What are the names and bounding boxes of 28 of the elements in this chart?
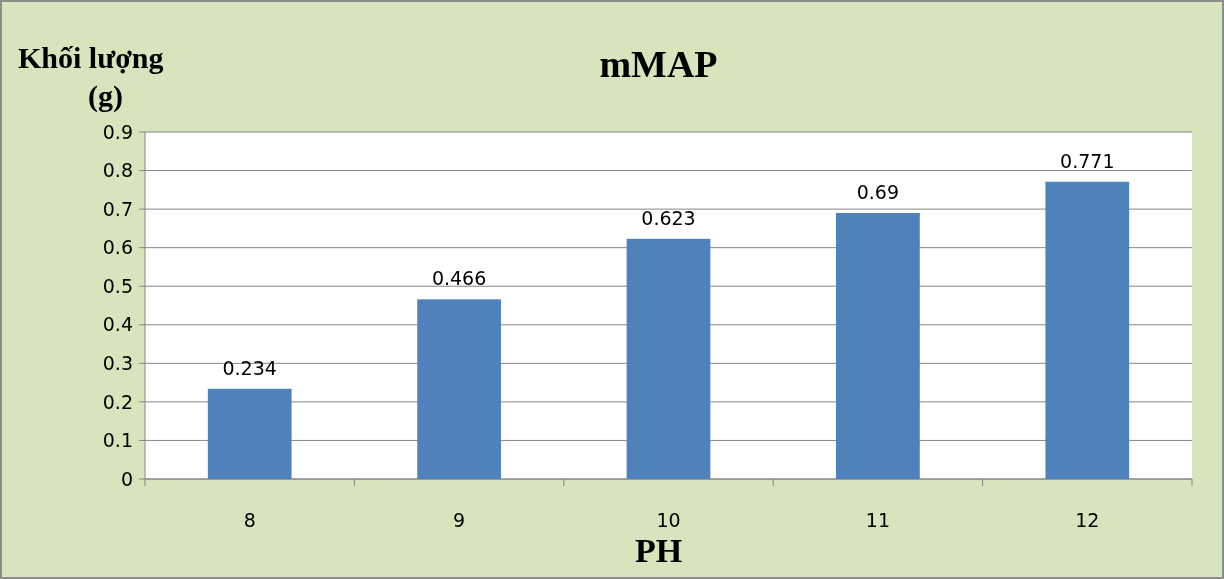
y-tick-label: 0.6 (102, 236, 133, 259)
y-tick-label: 0.4 (102, 313, 133, 336)
y-axis-title: Khối lượng (g) (18, 41, 164, 113)
bar (1045, 181, 1130, 479)
y-tick-label: 0 (120, 467, 133, 490)
chart-title: mMAP (599, 43, 718, 85)
data-label: 0.623 (641, 206, 696, 229)
data-label: 0.771 (1060, 149, 1115, 172)
x-tick-label: 9 (453, 509, 466, 531)
bar (626, 238, 711, 479)
y-tick-label: 0.2 (102, 390, 133, 413)
data-label: 0.234 (222, 356, 277, 379)
y-tick-label: 0.5 (102, 274, 133, 297)
bar (836, 212, 920, 479)
data-label: 0.69 (856, 180, 900, 203)
data-label: 0.466 (431, 267, 487, 290)
x-tick-label: 10 (656, 509, 681, 531)
bar (207, 388, 292, 479)
x-tick-label: 11 (865, 509, 890, 531)
y-tick-label: 0.9 (102, 120, 133, 143)
x-axis-title: PH (634, 532, 683, 569)
y-tick-label: 0.7 (102, 197, 133, 220)
x-tick-label: 8 (243, 509, 256, 531)
y-tick-label: 0.8 (102, 159, 133, 182)
y-tick-label: 0.1 (102, 429, 133, 452)
bar (417, 299, 501, 479)
y-tick-label: 0.3 (102, 351, 133, 374)
x-tick-label: 12 (1075, 509, 1100, 531)
